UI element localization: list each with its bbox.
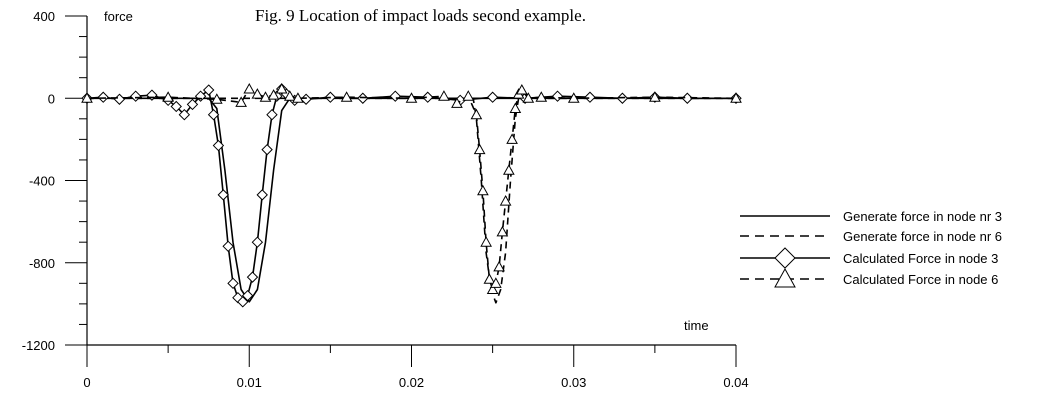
data-point-triangle: [462, 90, 475, 101]
data-point-triangle: [730, 92, 742, 103]
data-point-diamond: [178, 108, 191, 121]
data-point-diamond: [246, 271, 259, 283]
legend-diamond-marker: [774, 247, 796, 269]
data-point-diamond: [300, 93, 312, 105]
x-tick-label: 0.01: [237, 375, 262, 390]
data-point-triangle: [535, 91, 548, 102]
data-point-diamond: [584, 91, 596, 103]
legend-label: Generate force in node nr 3: [843, 209, 1002, 224]
data-point-triangle: [496, 225, 509, 237]
data-point-triangle: [506, 133, 518, 144]
data-point-triangle: [283, 90, 296, 101]
data-point-diamond: [251, 236, 264, 248]
chart-series: [81, 82, 742, 308]
data-point-diamond: [486, 91, 499, 103]
series-line: [87, 97, 736, 303]
series-4: [81, 82, 742, 294]
legend-label: Calculated Force in node 3: [843, 251, 998, 266]
x-tick-label: 0.03: [561, 375, 586, 390]
data-point-triangle: [267, 89, 280, 100]
legend-label: Calculated Force in node 6: [843, 272, 998, 287]
data-point-diamond: [186, 98, 199, 111]
data-point-triangle: [438, 90, 450, 101]
data-point-triangle: [210, 93, 223, 104]
data-point-diamond: [389, 90, 401, 102]
x-tick-label: 0.02: [399, 375, 424, 390]
data-point-diamond: [681, 92, 694, 104]
data-point-triangle: [503, 164, 515, 175]
y-tick-label: 0: [48, 91, 55, 106]
data-point-diamond: [207, 108, 220, 121]
legend-label: Generate force in node nr 6: [843, 229, 1002, 244]
x-tick-label: 0.04: [723, 375, 748, 390]
y-tick-label: -800: [29, 256, 55, 271]
data-point-triangle: [275, 82, 288, 94]
y-tick-label: 400: [33, 9, 55, 24]
chart-legend: Generate force in node nr 3 Generate forc…: [740, 209, 1002, 288]
data-point-diamond: [266, 108, 278, 121]
y-tick-label: -400: [29, 174, 55, 189]
legend-triangle-marker: [774, 267, 796, 288]
data-point-diamond: [97, 91, 109, 103]
data-point-diamond: [113, 93, 126, 105]
data-point-triangle: [493, 260, 505, 272]
data-point-diamond: [261, 143, 273, 156]
data-point-diamond: [129, 90, 142, 102]
data-point-diamond: [422, 91, 434, 103]
figure-caption: Fig. 9 Location of impact loads second e…: [255, 6, 586, 25]
data-point-triangle: [486, 283, 499, 294]
y-tick-label: -1200: [22, 338, 55, 353]
data-point-triangle: [480, 236, 492, 247]
series-line: [86, 88, 736, 303]
data-point-triangle: [483, 273, 496, 284]
data-point-triangle: [405, 92, 418, 103]
data-point-diamond: [227, 277, 239, 290]
data-point-diamond: [212, 139, 225, 152]
data-point-triangle: [451, 97, 463, 108]
data-point-diamond: [222, 240, 234, 253]
data-point-triangle: [649, 91, 661, 102]
data-point-triangle: [509, 102, 522, 114]
x-tick-label: 0: [83, 375, 90, 390]
data-point-diamond: [551, 90, 564, 102]
data-point-triangle: [81, 92, 93, 103]
data-point-triangle: [259, 91, 272, 102]
series-2: [87, 97, 736, 304]
chart-axes: 400 0 -400 -800 -1200 0 0.01 0.02 0.03 0.04: [22, 9, 749, 390]
data-point-triangle: [340, 91, 353, 102]
data-point-triangle: [243, 82, 256, 94]
data-point-triangle: [567, 92, 580, 103]
data-point-diamond: [202, 84, 215, 96]
series-line: [87, 97, 736, 304]
data-point-triangle: [522, 92, 535, 103]
data-point-triangle: [477, 184, 489, 196]
data-point-triangle: [162, 91, 174, 102]
y-axis-label: force: [104, 9, 133, 24]
x-axis-label: time: [684, 318, 709, 333]
data-point-diamond: [217, 189, 229, 201]
data-point-diamond: [237, 296, 249, 308]
series-1: [87, 97, 736, 303]
data-point-triangle: [499, 195, 512, 206]
data-point-triangle: [251, 88, 264, 99]
data-point-triangle: [473, 143, 486, 155]
data-point-diamond: [256, 189, 268, 201]
data-point-triangle: [490, 277, 502, 288]
data-point-triangle: [470, 108, 483, 120]
data-point-diamond: [170, 100, 182, 113]
data-point-triangle: [235, 96, 247, 107]
series-3: [81, 83, 742, 308]
data-point-diamond: [241, 289, 254, 302]
data-point-triangle: [515, 83, 528, 95]
data-point-triangle: [292, 92, 304, 103]
